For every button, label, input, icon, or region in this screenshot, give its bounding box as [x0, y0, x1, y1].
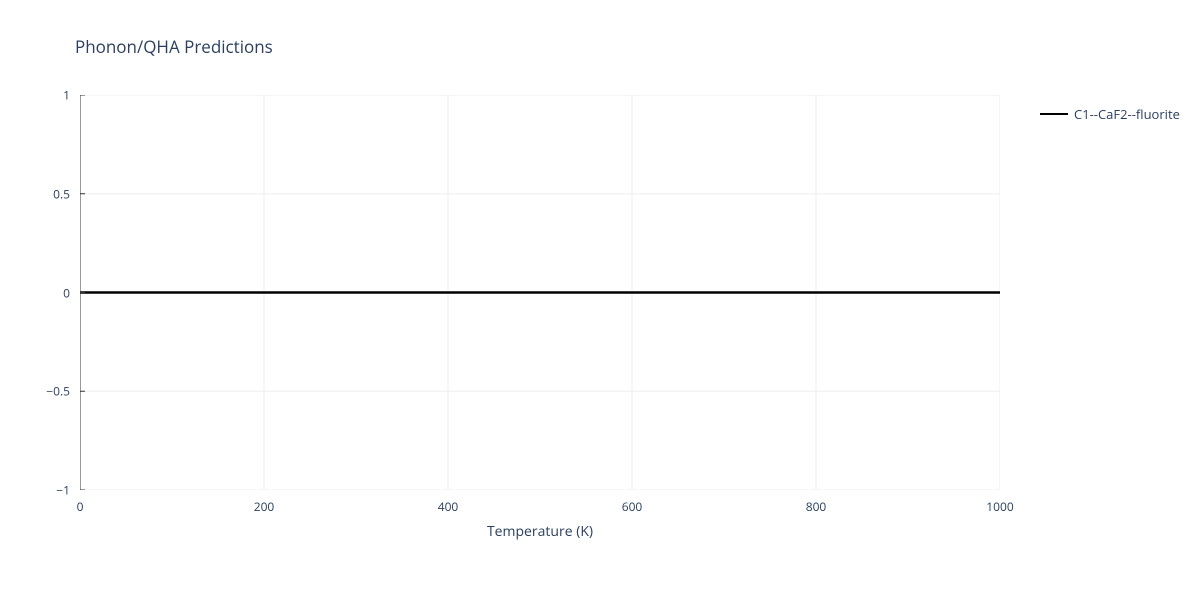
x-tick-label: 400	[438, 498, 459, 515]
x-tick-label: 1000	[986, 498, 1013, 515]
chart-title: Phonon/QHA Predictions	[75, 35, 273, 58]
x-tick-label: 600	[622, 498, 643, 515]
y-tick-label: −1	[56, 482, 70, 499]
y-tick-label: 0.5	[53, 185, 70, 202]
y-tick-label: 0	[63, 284, 70, 301]
chart-container: Phonon/QHA Predictions Temperature (K) Δ…	[0, 0, 1200, 600]
legend-item[interactable]: C1--CaF2--fluorite	[1040, 105, 1180, 123]
plot-area	[80, 95, 1000, 490]
x-tick-label: 800	[806, 498, 827, 515]
y-tick-label: −0.5	[46, 383, 70, 400]
x-tick-label: 0	[77, 498, 84, 515]
y-tick-label: 1	[63, 87, 70, 104]
x-axis-label: Temperature (K)	[487, 522, 593, 541]
legend[interactable]: C1--CaF2--fluorite	[1040, 105, 1180, 123]
legend-swatch	[1040, 113, 1068, 115]
legend-label: C1--CaF2--fluorite	[1074, 105, 1180, 123]
x-tick-label: 200	[254, 498, 275, 515]
